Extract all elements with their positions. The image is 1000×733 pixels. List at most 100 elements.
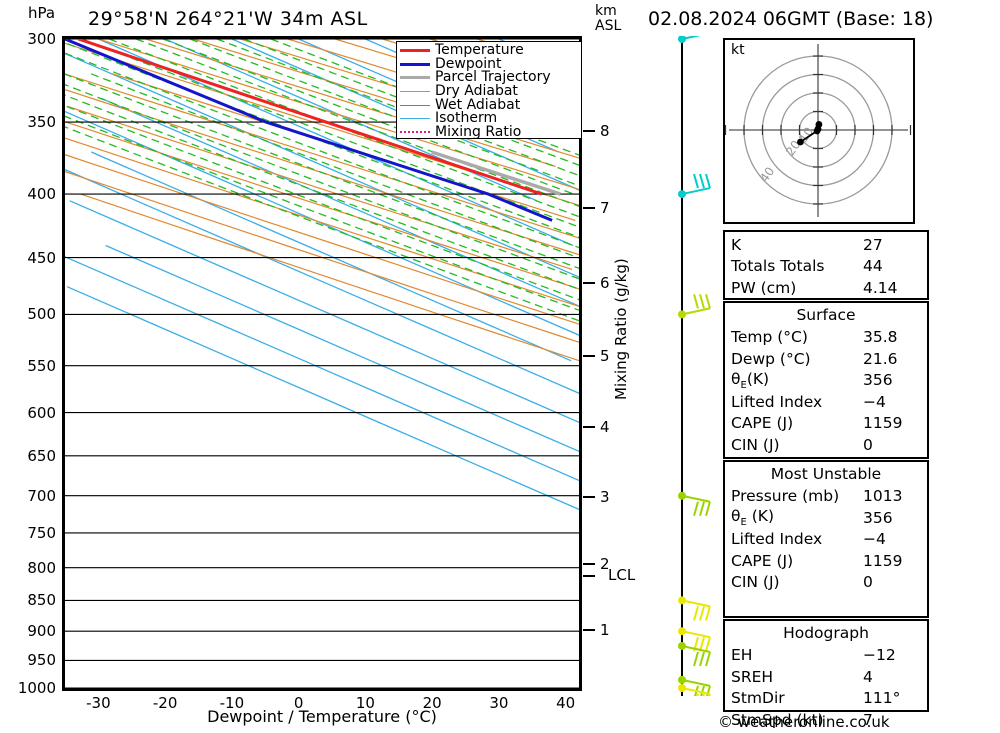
altitude-tick-mark: [583, 207, 595, 210]
altitude-tick-mark: [583, 130, 595, 133]
isotherm-line: [105, 244, 579, 453]
mixing-ratio-axis-title: Mixing Ratio (g/kg): [612, 258, 630, 400]
table-row: EH −12: [725, 645, 927, 667]
altitude-tick-label: 5: [600, 347, 610, 366]
table-row: CAPE (J) 1159: [725, 550, 927, 572]
legend-item: Dry Adiabat: [400, 83, 578, 100]
wet-adiabat-line: [65, 126, 579, 322]
altitude-tick-label: 4: [600, 418, 610, 437]
legend-label: Dry Adiabat: [435, 83, 518, 100]
pressure-tick-label: 350: [27, 113, 56, 132]
pressure-tick-label: 950: [27, 651, 56, 670]
table-row: Lifted Index −4: [725, 391, 927, 413]
table-row: Temp (°C) 35.8: [725, 327, 927, 349]
isotherm-line: [65, 256, 579, 482]
lcl-tick-mark: [583, 574, 595, 577]
pressure-tick-label: 850: [27, 591, 56, 610]
isotherm-line: [69, 200, 579, 424]
table-row: CIN (J) 0: [725, 434, 927, 456]
row-value: 7: [863, 710, 873, 729]
legend-item: Temperature: [400, 42, 578, 59]
row-value: 1159: [863, 551, 903, 570]
row-value: −12: [863, 646, 896, 665]
x-axis-title: Dewpoint / Temperature (°C): [207, 707, 437, 726]
row-value: 1159: [863, 414, 903, 433]
hodograph-point: [813, 127, 821, 135]
altitude-tick-mark: [583, 563, 595, 566]
altitude-tick-mark: [583, 629, 595, 632]
wind-barb: [678, 627, 711, 652]
wet-adiabat-line: [108, 39, 579, 218]
legend-swatch: [400, 118, 430, 120]
row-value: −4: [863, 530, 886, 549]
pressure-tick-label: 900: [27, 622, 56, 641]
table-row: θE (K) 356: [725, 507, 927, 529]
wet-adiabat-line: [82, 39, 579, 228]
hodograph-unit-label: kt: [731, 42, 745, 58]
surface-parcel-table: Surface Temp (°C) 35.8 Dewp (°C) 21.6 θE(K) 35…: [723, 301, 929, 459]
wet-adiabat-line: [189, 39, 579, 187]
altitude-tick-label: 8: [600, 122, 610, 141]
pressure-tick-label: 400: [27, 185, 56, 204]
altitude-unit-km: km: [595, 3, 617, 19]
wet-adiabat-line: [270, 39, 579, 156]
isotherm-line: [101, 97, 579, 307]
skewt-canvas: [65, 39, 579, 688]
hodograph-table: Hodograph EH −12 SREH 4 StmDir 111° StmSpd (kt)…: [723, 619, 929, 729]
wind-barb: [678, 684, 711, 696]
row-value: 35.8: [863, 328, 898, 347]
wet-adiabat-line: [65, 84, 579, 280]
dry-adiabat-line: [80, 193, 579, 362]
table-row: Lifted Index −4: [725, 529, 927, 551]
row-label: StmDir: [731, 689, 785, 708]
table-row: StmDir 111°: [725, 688, 927, 710]
row-label: Temp (°C): [731, 328, 808, 347]
series-dewpoint: [65, 39, 553, 222]
legend-label: Isotherm: [435, 110, 498, 127]
pressure-tick-label: 750: [27, 523, 56, 542]
dry-adiabat-line: [65, 170, 579, 343]
dry-adiabat-line: [145, 39, 556, 167]
legend-label: Temperature: [435, 42, 524, 59]
row-label: CAPE (J): [731, 414, 794, 433]
row-label: StmSpd (kt): [731, 710, 824, 729]
legend-label: Parcel Trajectory: [435, 69, 551, 86]
dry-adiabat-line: [65, 73, 579, 239]
row-label: CIN (J): [731, 435, 780, 454]
legend-label: Dewpoint: [435, 55, 502, 72]
wind-barb: [678, 173, 711, 199]
legend-swatch: [400, 91, 430, 93]
row-value: 4.14: [863, 278, 898, 297]
pressure-unit-label: hPa: [28, 4, 56, 22]
isotherm-line: [65, 52, 579, 278]
legend-item: Dewpoint: [400, 55, 578, 72]
temperature-tick-label: 40: [556, 694, 576, 712]
legend-label: Wet Adiabat: [435, 96, 521, 113]
row-label: PW (cm): [731, 278, 797, 297]
wind-barb: [678, 36, 701, 43]
legend-swatch: [400, 104, 430, 106]
row-value: 27: [863, 235, 883, 254]
legend-swatch: [400, 62, 430, 66]
altitude-tick-mark: [583, 282, 595, 285]
table-row: K 27: [725, 234, 927, 256]
series-parcel-trajectory: [431, 150, 561, 196]
row-label: K: [731, 235, 742, 254]
dry-adiabat-line: [65, 137, 579, 308]
table-heading: Most Unstable: [770, 465, 882, 483]
altitude-tick-mark: [583, 426, 595, 429]
altitude-tick-label: 3: [600, 487, 610, 506]
wet-adiabat-line: [66, 105, 579, 301]
hodograph-point: [797, 138, 804, 146]
altitude-tick-mark: [583, 495, 595, 498]
wet-adiabat-line: [65, 52, 579, 249]
stability-indices-table: K 27 Totals Totals 44 PW (cm) 4.14: [723, 230, 929, 300]
legend-swatch: [400, 76, 430, 80]
temperature-tick-label: 30: [489, 694, 509, 712]
altitude-unit-label: km ASL: [595, 4, 621, 34]
lcl-label: LCL: [608, 565, 636, 584]
table-row: CIN (J) 0: [725, 572, 927, 594]
altitude-tick-mark: [583, 355, 595, 358]
isotherm-line: [164, 39, 538, 202]
